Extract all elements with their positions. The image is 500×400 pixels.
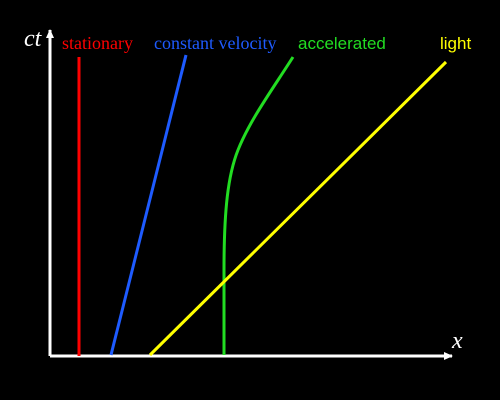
light-label: light xyxy=(440,34,471,53)
ct-axis-label: ct xyxy=(24,26,43,52)
light-worldline xyxy=(148,60,448,357)
stationary-label: stationary xyxy=(62,33,133,53)
constant-velocity-label: constant velocity xyxy=(154,33,276,53)
constant-velocity-worldline xyxy=(109,54,188,356)
x-axis-label: x xyxy=(451,328,463,354)
accelerated-worldline xyxy=(222,56,295,355)
accelerated-label: accelerated xyxy=(298,34,386,53)
